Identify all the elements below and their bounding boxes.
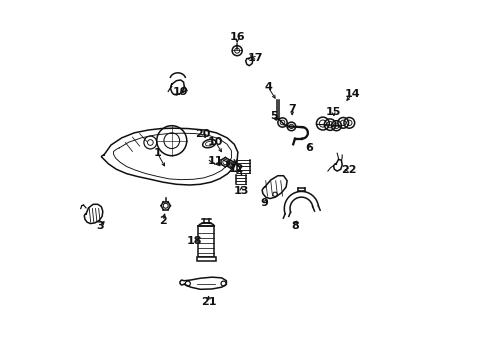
Text: 2: 2 [159, 216, 167, 226]
Text: 1: 1 [153, 148, 161, 158]
Bar [197, 257, 216, 261]
Text: 17: 17 [248, 53, 264, 63]
Text: 7: 7 [288, 104, 296, 113]
Text: 11: 11 [208, 156, 223, 166]
Text: 3: 3 [97, 221, 104, 231]
Text: 16: 16 [229, 32, 245, 42]
Text: 5: 5 [270, 111, 277, 121]
Text: 14: 14 [344, 89, 360, 99]
Text: 21: 21 [201, 297, 216, 307]
Text: 8: 8 [291, 221, 299, 231]
Text: 10: 10 [208, 138, 223, 148]
Bar [198, 226, 215, 257]
Text: 19: 19 [173, 87, 189, 98]
Text: 4: 4 [264, 82, 272, 92]
Text: 12: 12 [228, 164, 244, 174]
Text: 15: 15 [326, 107, 341, 117]
Text: 22: 22 [341, 165, 356, 175]
Text: 13: 13 [234, 186, 249, 196]
Text: 20: 20 [195, 129, 211, 139]
Text: 18: 18 [187, 236, 202, 246]
Text: 6: 6 [305, 143, 313, 153]
Text: 9: 9 [261, 198, 269, 208]
